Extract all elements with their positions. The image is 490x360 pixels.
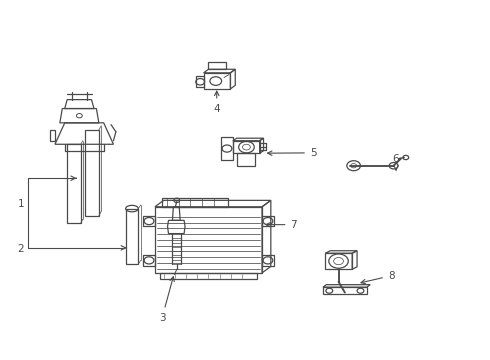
Text: 8: 8: [361, 271, 394, 284]
Text: 3: 3: [159, 277, 174, 323]
Text: 7: 7: [266, 220, 297, 230]
Text: 2: 2: [18, 244, 24, 253]
Text: 1: 1: [18, 199, 24, 209]
Text: 5: 5: [268, 148, 317, 158]
Text: 6: 6: [392, 154, 399, 170]
Text: 4: 4: [214, 91, 220, 113]
